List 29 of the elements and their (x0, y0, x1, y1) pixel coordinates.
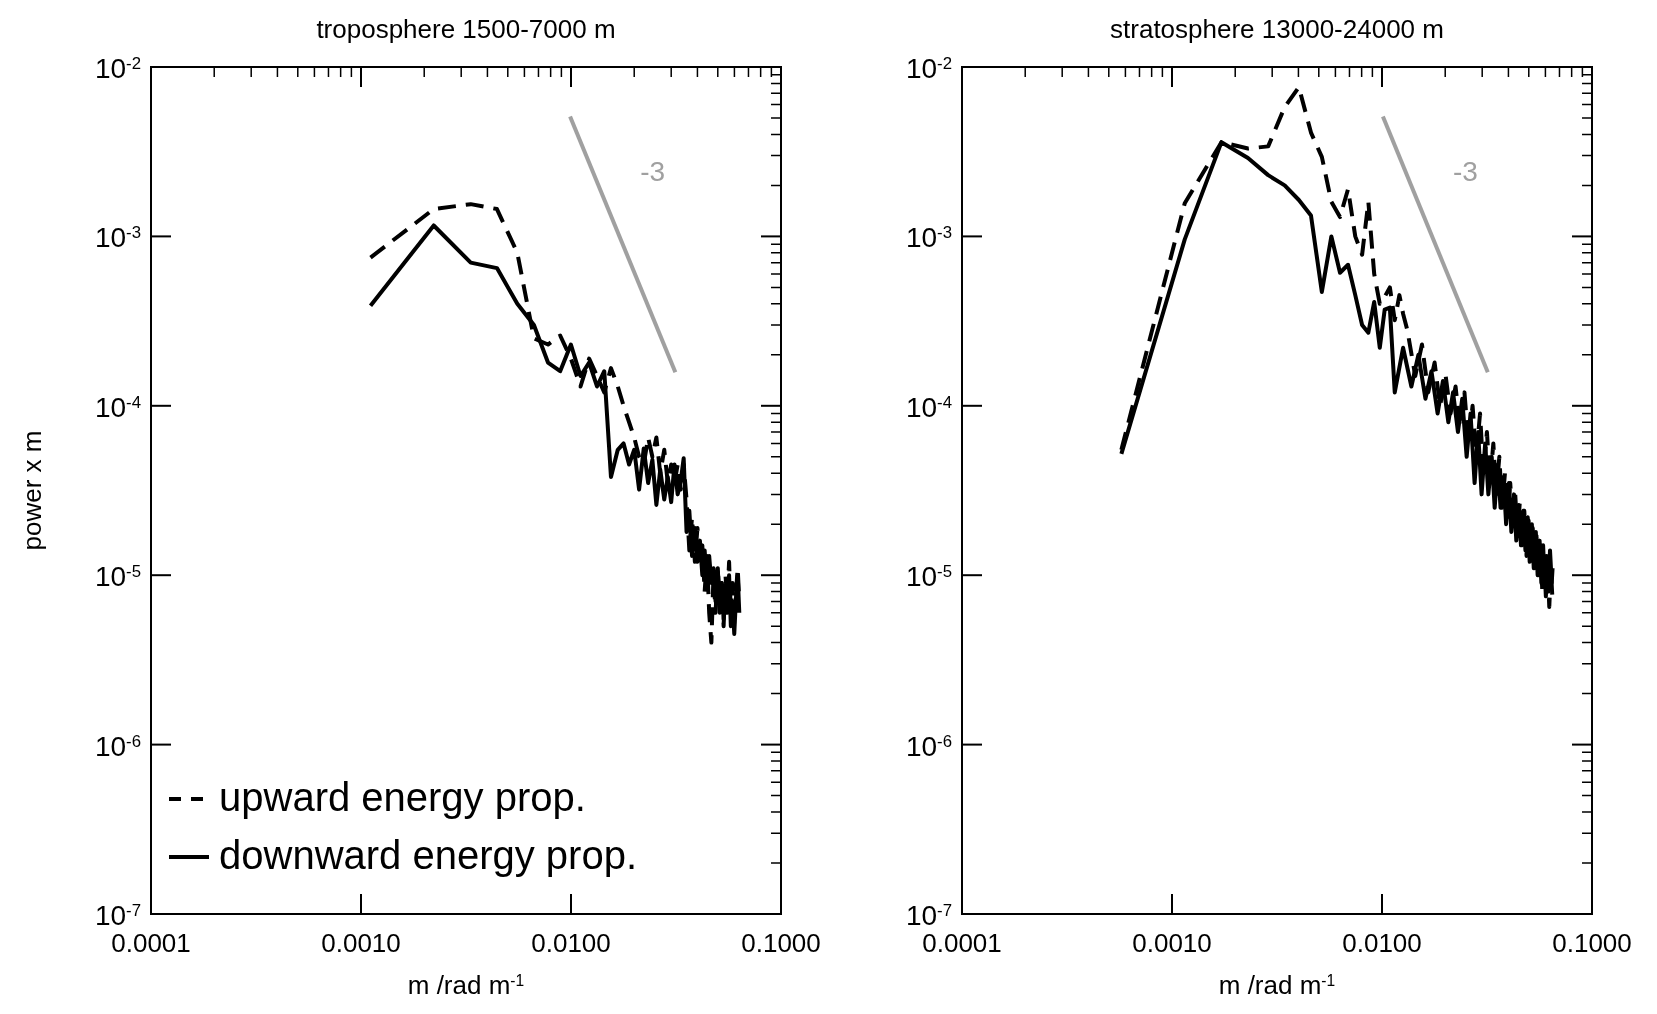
x-axis-title: m /rad m$^{-1}$ (407, 970, 525, 1000)
y-tick-label: 10$^{-7}$ (905, 900, 952, 931)
y-tick-label: 10$^{-4}$ (94, 391, 141, 423)
x-tick-label: 0.1000 (1552, 928, 1632, 958)
chart-title: stratosphere 13000-24000 m (1110, 14, 1444, 44)
y-tick-label: 10$^{-6}$ (94, 730, 141, 762)
x-tick-label: 0.0100 (1342, 928, 1422, 958)
y-tick-label: 10$^{-6}$ (905, 730, 952, 762)
y-tick-label: 10$^{-7}$ (94, 900, 141, 931)
chart-title: troposphere 1500-7000 m (316, 14, 616, 44)
x-tick-label: 0.0010 (321, 928, 401, 958)
y-tick-label: 10$^{-2}$ (905, 53, 952, 84)
legend-label: upward energy prop. (219, 775, 586, 819)
series-label: -3 (640, 156, 666, 188)
y-axis-title: power x m (17, 430, 47, 551)
x-tick-label: 0.0010 (1132, 928, 1212, 958)
x-axis-title: m /rad m$^{-1}$ (1218, 970, 1336, 1000)
series-label: -3 (1452, 156, 1478, 188)
legend-label: downward energy prop. (219, 833, 638, 877)
y-tick-label: 10$^{-3}$ (94, 222, 141, 254)
y-tick-label: 10$^{-5}$ (905, 561, 952, 593)
y-tick-label: 10$^{-5}$ (94, 561, 141, 593)
x-tick-label: 0.0001 (111, 928, 191, 958)
y-tick-label: 10$^{-4}$ (905, 391, 952, 423)
x-tick-label: 0.0100 (531, 928, 611, 958)
x-tick-label: 0.0001 (922, 928, 1002, 958)
y-tick-label: 10$^{-3}$ (905, 222, 952, 254)
y-tick-label: 10$^{-2}$ (94, 53, 141, 84)
x-tick-label: 0.1000 (741, 928, 821, 958)
